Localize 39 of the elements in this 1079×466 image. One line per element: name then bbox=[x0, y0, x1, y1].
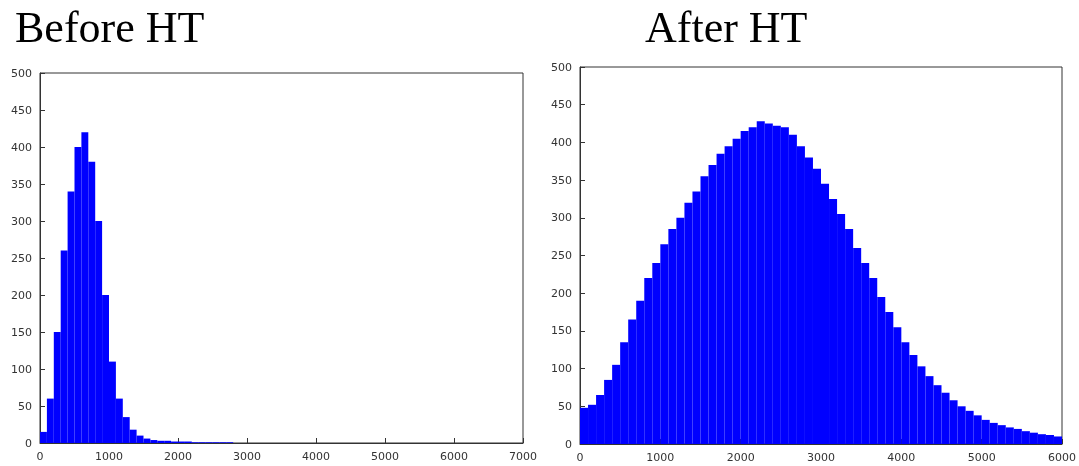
x-tick-label: 6000 bbox=[1048, 451, 1076, 464]
y-tick-label: 0 bbox=[25, 436, 32, 450]
x-tick-label: 1000 bbox=[646, 451, 675, 464]
x-tick-label: 7000 bbox=[509, 450, 537, 463]
x-tick-label: 0 bbox=[36, 450, 44, 463]
y-tick-label: 450 bbox=[551, 98, 572, 112]
y-tick-label: 250 bbox=[551, 249, 572, 262]
y-tick-label: 250 bbox=[11, 251, 32, 265]
y-tick-label: 50 bbox=[18, 399, 32, 413]
y-tick-label: 450 bbox=[11, 103, 32, 117]
x-tick-label: 0 bbox=[576, 451, 584, 464]
chart-title: Before HT bbox=[15, 2, 205, 52]
x-tick-label: 3000 bbox=[807, 451, 835, 464]
y-tick-label: 100 bbox=[11, 362, 32, 376]
y-tick-label: 150 bbox=[11, 325, 32, 339]
y-tick-label: 200 bbox=[551, 286, 572, 300]
x-tick-label: 1000 bbox=[95, 450, 123, 463]
x-tick-label: 5000 bbox=[967, 451, 996, 464]
x-tick-label: 2000 bbox=[726, 451, 755, 464]
y-tick-label: 200 bbox=[11, 288, 32, 302]
y-tick-label: 500 bbox=[551, 60, 572, 74]
x-tick-label: 3000 bbox=[233, 450, 261, 463]
x-tick-label: 4000 bbox=[302, 450, 330, 463]
y-tick-label: 150 bbox=[551, 324, 572, 338]
x-tick-label: 5000 bbox=[371, 450, 399, 463]
y-tick-label: 400 bbox=[11, 140, 32, 154]
x-tick-label: 2000 bbox=[164, 450, 192, 463]
y-tick-label: 350 bbox=[551, 173, 572, 187]
x-tick-label: 6000 bbox=[440, 450, 468, 463]
chart-title: After HT bbox=[645, 2, 808, 52]
y-tick-label: 500 bbox=[11, 66, 32, 80]
y-tick-label: 100 bbox=[551, 362, 572, 376]
y-tick-label: 300 bbox=[11, 214, 32, 228]
y-tick-label: 50 bbox=[558, 399, 572, 413]
x-tick-label: 4000 bbox=[887, 451, 916, 464]
y-tick-label: 400 bbox=[551, 135, 572, 149]
y-tick-label: 350 bbox=[11, 177, 32, 191]
y-tick-label: 0 bbox=[565, 437, 572, 451]
y-tick-label: 300 bbox=[551, 211, 572, 225]
